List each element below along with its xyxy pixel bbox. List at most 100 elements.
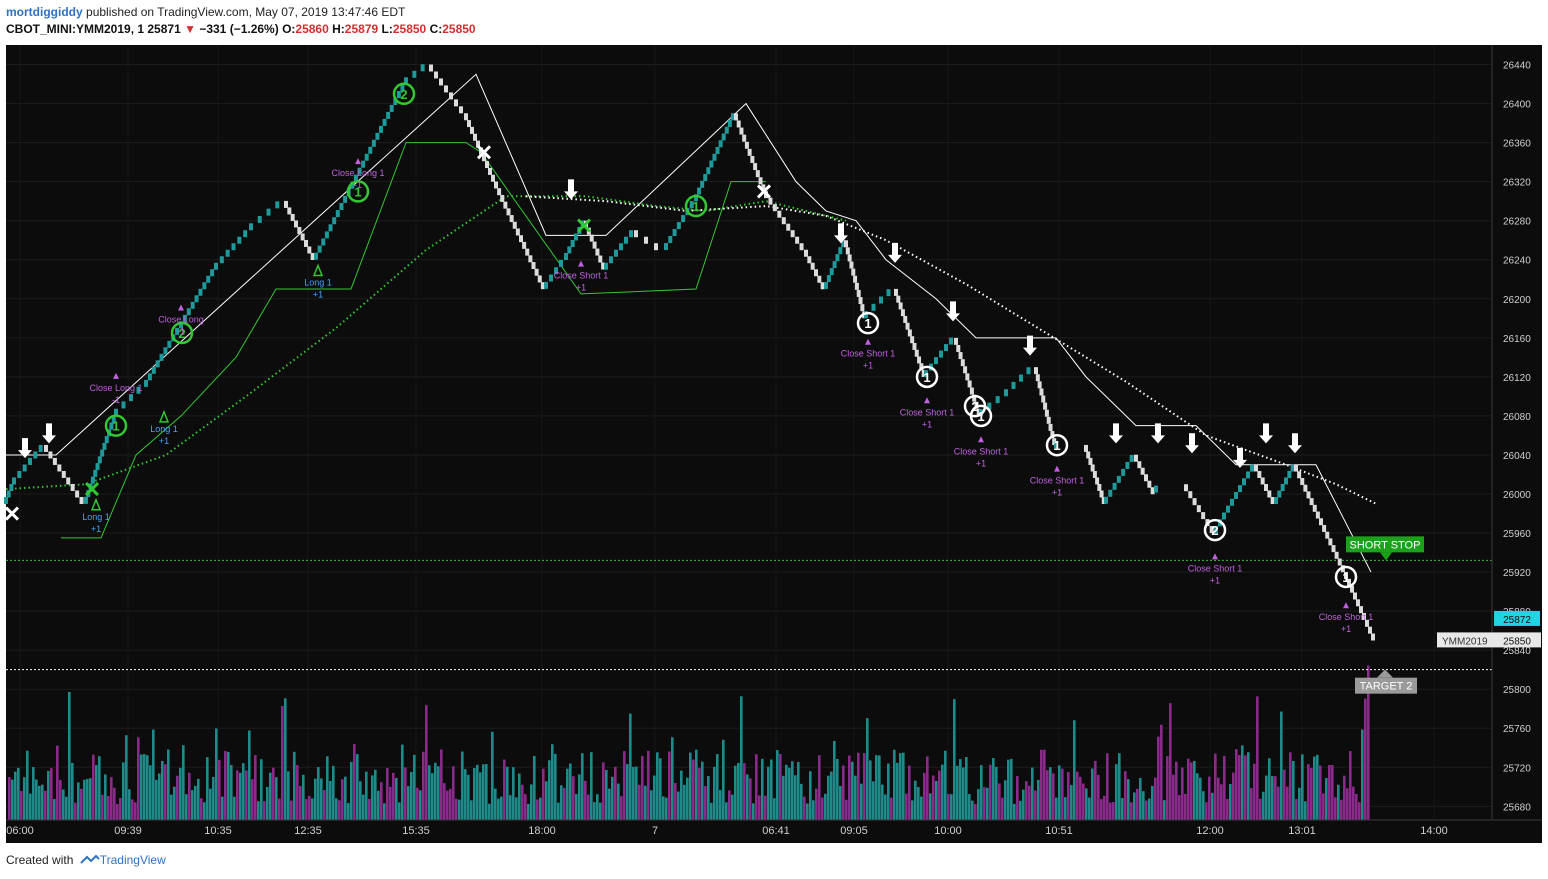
signal-circle-number: 2 xyxy=(178,326,185,341)
signal-sub-label: +1 xyxy=(863,361,873,371)
renko-brick-up xyxy=(182,314,187,322)
volume-bar xyxy=(377,790,380,820)
volume-bar xyxy=(170,794,173,820)
volume-bar xyxy=(161,760,164,820)
signal-circle xyxy=(969,404,993,428)
volume-bar xyxy=(968,794,971,820)
volume-bar xyxy=(356,754,359,820)
volume-bar xyxy=(1046,770,1049,820)
volume-bar xyxy=(113,787,116,820)
short-down-arrow-icon xyxy=(564,179,578,200)
renko-brick-up xyxy=(1214,526,1218,534)
volume-bar xyxy=(1247,752,1250,820)
renko-brick-up xyxy=(1054,441,1058,449)
long-entry-label: Long 1 xyxy=(304,277,332,287)
volume-bar xyxy=(899,753,902,820)
volume-bar xyxy=(1352,786,1355,820)
volume-bar xyxy=(1079,776,1082,820)
volume-bar xyxy=(1112,802,1115,820)
renko-brick-up xyxy=(194,295,199,303)
renko-brick-up xyxy=(206,275,211,283)
price-axis[interactable]: 26440 26400 26360 26320 26280 26240 26200 26160… xyxy=(1491,45,1531,820)
volume-bar xyxy=(830,771,833,820)
volume-bar xyxy=(764,795,767,820)
renko-brick-up xyxy=(559,259,563,267)
renko-brick-down xyxy=(1046,416,1051,424)
y-tick-label: 26040 xyxy=(1503,451,1531,462)
created-with-text: Created with xyxy=(6,853,74,867)
renko-brick-up xyxy=(22,464,27,472)
indicator-lines xyxy=(5,73,1492,671)
renko-brick-up xyxy=(332,217,337,225)
renko-brick-down xyxy=(1192,498,1197,506)
renko-brick-down xyxy=(1371,633,1375,641)
volume-bar xyxy=(431,773,434,820)
renko-brick-up xyxy=(724,126,729,134)
volume-bar xyxy=(524,794,527,820)
volume-bar xyxy=(911,800,914,820)
renko-brick-up xyxy=(624,236,628,244)
volume-bar xyxy=(494,788,497,820)
volume-bar xyxy=(440,749,443,820)
volume-bar xyxy=(989,764,992,820)
volume-bar xyxy=(110,777,113,820)
volume-bar xyxy=(1076,771,1079,820)
renko-brick-down xyxy=(470,126,474,134)
volume-bar xyxy=(1343,775,1346,820)
renko-brick-up xyxy=(275,201,280,209)
volume-bar xyxy=(1100,799,1103,820)
volume-bar xyxy=(455,798,458,820)
renko-brick-up xyxy=(629,230,633,238)
volume-bar xyxy=(1313,756,1316,820)
renko-brick-down xyxy=(66,477,71,485)
volume-bar xyxy=(209,788,212,820)
volume-bar xyxy=(56,745,59,820)
x-marker-icon xyxy=(476,145,492,160)
volume-bar xyxy=(41,784,44,820)
volume-bar xyxy=(452,766,455,820)
volume-bar xyxy=(1328,764,1331,820)
renko-brick-down xyxy=(1294,464,1298,472)
renko-brick-up xyxy=(668,236,673,244)
renko-brick-down xyxy=(300,233,305,241)
renko-brick-up xyxy=(393,97,398,105)
renko-bricks xyxy=(4,64,1375,641)
volume-bar xyxy=(1322,793,1325,820)
volume-bar xyxy=(815,788,818,820)
signal-sub-label: +1 xyxy=(1052,488,1062,498)
tradingview-brand-link[interactable]: TradingView xyxy=(99,853,166,867)
renko-brick-up xyxy=(1277,490,1282,498)
volume-bar xyxy=(404,767,407,820)
renko-brick-down xyxy=(1362,612,1366,620)
volume-bar xyxy=(23,777,26,820)
volume-bar xyxy=(374,769,377,820)
renko-brick-up xyxy=(1116,475,1121,483)
renko-brick-down xyxy=(294,220,298,228)
renko-brick-up xyxy=(681,215,686,223)
volume-bar xyxy=(857,752,860,820)
close-value: 25850 xyxy=(442,22,476,36)
renko-brick-down xyxy=(914,349,919,357)
renko-brick-up xyxy=(328,224,333,232)
volume-bar xyxy=(317,767,320,820)
volume-bar xyxy=(47,770,50,820)
author-link[interactable]: mortdiggiddy xyxy=(6,5,83,19)
renko-brick-down xyxy=(907,329,912,337)
volume-bar xyxy=(215,728,218,820)
renko-brick-down xyxy=(1050,431,1055,439)
volume-bar xyxy=(785,764,788,820)
volume-bar xyxy=(65,796,68,820)
y-tick-label: 26080 xyxy=(1503,412,1531,423)
time-axis[interactable]: 06:00 09:39 10:35 12:35 15:35 18:00 7 06:41 09:0… xyxy=(6,819,1542,837)
volume-bar xyxy=(713,766,716,820)
renko-brick-down xyxy=(910,336,915,344)
volume-bar xyxy=(575,793,578,820)
volume-bar xyxy=(425,705,428,820)
signal-sub-label: +1 xyxy=(976,458,986,468)
high-value: 25879 xyxy=(344,22,379,36)
renko-brick-down xyxy=(976,408,981,416)
volume-bar xyxy=(1280,711,1283,820)
volume-bar xyxy=(614,766,617,820)
volume-bar xyxy=(848,755,851,820)
